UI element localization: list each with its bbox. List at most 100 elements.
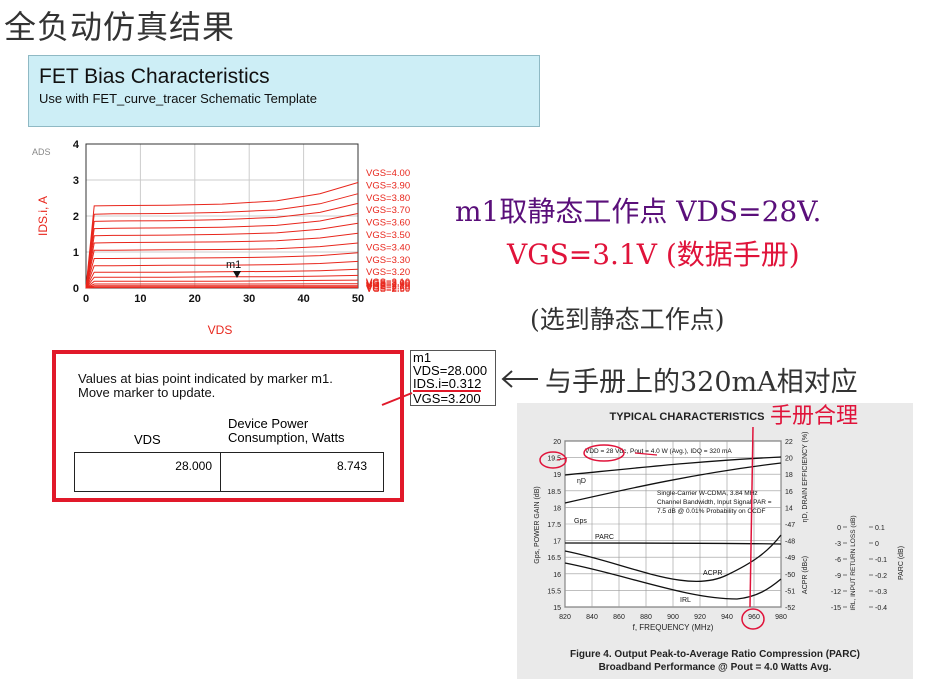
marker-readout-vgs: VGS=3.200 (413, 391, 481, 406)
typical-left-tick: 17 (553, 539, 561, 546)
bias-message-line1: Values at bias point indicated by marker… (78, 371, 333, 386)
iv-curve (85, 285, 358, 289)
iv-curve (85, 283, 358, 289)
typical-right-tick: -52 (785, 605, 795, 612)
iv-legend-label: VGS=3.500 (366, 230, 410, 241)
highlight-19-5 (539, 451, 567, 469)
iv-legend-label: VGS=3.000 (366, 278, 410, 289)
typical-xtick-label: 920 (694, 614, 706, 621)
typical-right-tick: 14 (785, 505, 793, 512)
iv-xtick-label: 30 (243, 293, 255, 305)
left-arrow-icon (501, 370, 538, 388)
iv-legend-label: VGS=2.800 (366, 280, 410, 291)
typical-irl-ticks: 0 -3 -6 -9 -12 -15 (831, 525, 847, 612)
note-operating-point: m1取静态工作点 VDS=28V. (455, 195, 822, 228)
power-column-header: Device Power Consumption, Watts (228, 417, 345, 445)
typical-xtick-label: 840 (586, 614, 598, 621)
typical-right-tick: 20 (785, 456, 793, 463)
marker-m1-label: m1 (226, 259, 241, 271)
title-box: FET Bias Characteristics Use with FET_cu… (28, 55, 540, 127)
typical-curves (564, 456, 782, 600)
iv-curve (85, 274, 359, 289)
iv-ytick-label: 4 (73, 139, 80, 151)
iv-xtick-label: 40 (297, 293, 309, 305)
typical-irl-ylabel: IRL, INPUT RETURN LOSS (dB) (850, 515, 857, 610)
figure-caption-2: Broadband Performance @ Pout = 4.0 Watts… (598, 662, 832, 673)
typical-left-tick: 15.5 (547, 588, 561, 595)
typical-right-tick: 22 (785, 439, 793, 446)
typical-xtick-label: 820 (559, 614, 571, 621)
y-axis-label: IDS.i, A (36, 196, 50, 236)
marker-readout-ids: IDS.i=0.312 (413, 376, 482, 392)
iv-legend-label: VGS=4.000 (366, 168, 410, 179)
marker-m1-triangle[interactable] (233, 271, 241, 278)
typical-curve-eta (564, 456, 782, 476)
red-vertical-line (749, 426, 754, 608)
figure-caption-1: Figure 4. Output Peak-to-Average Ratio C… (569, 649, 861, 660)
curve-label-parc: PARC (595, 534, 614, 541)
typical-parc-tick: 0.1 (875, 525, 885, 532)
iv-legend-label: VGS=3.900 (366, 180, 410, 191)
iv-curve (85, 232, 359, 289)
typical-irl-tick: -3 (835, 541, 841, 548)
typical-irl-tick: -6 (835, 557, 841, 564)
handwritten-heading: 全负动仿真结果 (4, 8, 236, 46)
typical-xtick-label: 900 (667, 614, 679, 621)
typical-left-tick: 18 (553, 505, 561, 512)
readout-connector (381, 392, 413, 406)
iv-curve (85, 182, 359, 289)
curve-label-acpr: ACPR (703, 570, 722, 577)
iv-curve (85, 193, 359, 289)
typical-curve-acpr (564, 534, 782, 583)
iv-grid (85, 143, 359, 289)
iv-curves (85, 182, 359, 289)
bias-point-panel: Values at bias point indicated by marker… (52, 350, 404, 502)
iv-legend-label: VGS=3.800 (366, 193, 410, 204)
typical-parc-ticks: 0.1 0 -0.1 -0.2 -0.3 -0.4 (869, 525, 887, 612)
iv-legend-label: VGS=2.600 (366, 283, 410, 294)
vds-cell: 28.000 (75, 453, 221, 491)
iv-legend-label: VGS=2.700 (366, 282, 410, 293)
typical-left-tick: 18.5 (547, 489, 561, 496)
highlight-arrow (556, 452, 658, 461)
vds-value: 28.000 (175, 459, 212, 473)
iv-curve (85, 286, 358, 289)
curve-label-eta: ηD (577, 478, 586, 485)
note-vgs-datasheet: VGS=3.1V (数据手册) (507, 238, 800, 271)
iv-curve (85, 252, 359, 289)
bias-message-line2: Move marker to update. (78, 385, 216, 400)
iv-ytick-label: 3 (73, 175, 79, 187)
typical-left-tick: 19 (553, 472, 561, 479)
note-datasheet-ok: 手册合理 (770, 404, 859, 429)
typical-title: TYPICAL CHARACTERISTICS (609, 411, 764, 423)
typical-xlabel: f, FREQUENCY (MHz) (633, 623, 714, 632)
typical-parc-ylabel: PARC (dB) (898, 546, 905, 580)
curve-label-gps: Gps (574, 518, 587, 525)
typical-eff-ylabel: ηD, DRAIN EFFICIENCY (%) (802, 432, 809, 523)
typical-parc-tick: -0.1 (875, 557, 887, 564)
datasheet-panel: TYPICAL CHARACTERISTICS 820 840 860 880 900 9… (517, 403, 913, 679)
typical-left-tick: 17.5 (547, 522, 561, 529)
iv-ytick-label: 2 (73, 211, 79, 223)
typical-curve-irl (564, 562, 782, 600)
typical-legend: VDD = 28 Vdc, Pout = 4.0 W (Avg.), IDQ =… (585, 448, 732, 455)
typical-left-tick: 16.5 (547, 555, 561, 562)
typical-left-tick: 15 (553, 605, 561, 612)
typical-xticks: 820 840 860 880 900 920 940 960 980 (559, 614, 787, 621)
power-value: 8.743 (336, 459, 367, 473)
power-header-line1: Device Power (228, 416, 309, 431)
subtitle-text: Use with FET_curve_tracer Schematic Temp… (39, 91, 317, 106)
typical-left-tick: 16 (553, 572, 561, 579)
typical-chart: TYPICAL CHARACTERISTICS 820 840 860 880 900 9… (534, 411, 905, 632)
typical-irl-tick: -15 (831, 605, 841, 612)
typical-annotation-wrap: Single-Carrier W-CDMA, 3.84 MHz Channel … (657, 490, 772, 515)
marker-m1[interactable]: m1 (226, 259, 241, 278)
iv-legend: VGS=4.000VGS=3.900 VGS=3.800VGS=3.700 VGS=… (366, 168, 410, 295)
typical-xtick-label: 880 (640, 614, 652, 621)
iv-xtick-label: 20 (189, 293, 201, 305)
vds-column-header: VDS (134, 432, 161, 447)
typical-parc-tick: 0 (875, 541, 879, 548)
iv-curve (85, 279, 359, 289)
typical-irl-tick: 0 (837, 525, 841, 532)
